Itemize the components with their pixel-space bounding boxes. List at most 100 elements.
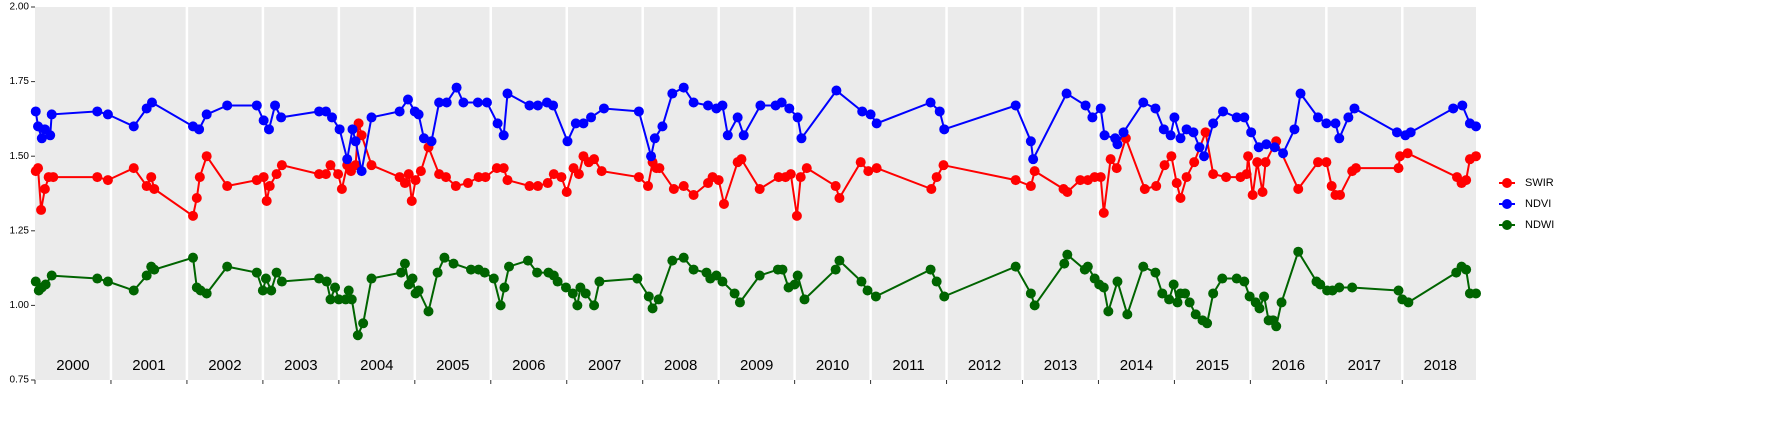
point — [596, 166, 607, 177]
point — [479, 267, 490, 278]
point — [466, 264, 477, 275]
point — [1321, 118, 1332, 129]
point — [1461, 175, 1472, 186]
point — [1349, 103, 1360, 114]
point — [552, 276, 563, 287]
point — [1181, 172, 1192, 183]
point — [407, 273, 418, 284]
point — [736, 154, 747, 165]
point — [1188, 127, 1199, 138]
point — [1393, 163, 1404, 174]
point — [548, 169, 559, 180]
point — [734, 297, 745, 308]
point — [1293, 184, 1304, 195]
point — [643, 181, 654, 192]
point — [792, 112, 803, 123]
point — [870, 291, 881, 302]
point — [1099, 130, 1110, 141]
point — [1112, 276, 1123, 287]
point — [678, 181, 689, 192]
point — [410, 175, 421, 186]
point — [1271, 321, 1282, 332]
point — [149, 184, 160, 195]
point — [647, 303, 658, 314]
point — [46, 109, 57, 120]
point — [1321, 157, 1332, 168]
y-tick-label: 1.00 — [10, 300, 30, 311]
point — [441, 97, 452, 108]
point — [532, 100, 543, 111]
point — [542, 178, 553, 189]
point — [1062, 249, 1073, 260]
point — [271, 169, 282, 180]
point — [567, 288, 578, 299]
point — [1010, 261, 1021, 272]
point — [263, 124, 274, 135]
point — [598, 103, 609, 114]
point — [1208, 118, 1219, 129]
point — [92, 106, 103, 117]
point — [251, 100, 262, 111]
x-tick-label: 2008 — [664, 357, 697, 374]
point — [784, 103, 795, 114]
point — [1312, 112, 1323, 123]
point — [1461, 264, 1472, 275]
x-tick-label: 2004 — [360, 357, 393, 374]
point — [352, 330, 363, 341]
point — [1171, 178, 1182, 189]
point — [857, 106, 868, 117]
point — [1059, 258, 1070, 269]
point — [939, 291, 950, 302]
point — [643, 291, 654, 302]
point — [570, 118, 581, 129]
point — [654, 163, 665, 174]
point — [1315, 279, 1326, 290]
point — [261, 195, 272, 206]
point — [1350, 163, 1361, 174]
point — [1138, 97, 1149, 108]
point — [403, 169, 414, 180]
point — [321, 276, 332, 287]
y-tick-label: 2.00 — [10, 2, 30, 13]
point — [36, 133, 47, 144]
point — [418, 133, 429, 144]
point — [40, 279, 51, 290]
point — [871, 118, 882, 129]
point — [865, 109, 876, 120]
point — [1150, 103, 1161, 114]
point — [1103, 306, 1114, 317]
point — [342, 154, 353, 165]
point — [451, 82, 462, 93]
point — [1028, 154, 1039, 165]
point — [668, 184, 679, 195]
point — [738, 130, 749, 141]
legend-key — [1502, 199, 1512, 209]
x-tick-label: 2006 — [512, 357, 545, 374]
point — [678, 252, 689, 263]
point — [776, 97, 787, 108]
point — [834, 192, 845, 203]
point — [1246, 127, 1257, 138]
point — [939, 124, 950, 135]
point — [356, 166, 367, 177]
point — [1112, 139, 1123, 150]
point — [488, 273, 499, 284]
point — [657, 121, 668, 132]
point — [1276, 297, 1287, 308]
point — [532, 181, 543, 192]
point — [646, 151, 657, 162]
point — [931, 276, 942, 287]
point — [1395, 151, 1406, 162]
point — [1254, 303, 1265, 314]
point — [562, 136, 573, 147]
x-tick-label: 2000 — [56, 357, 89, 374]
point — [1194, 142, 1205, 153]
point — [855, 157, 866, 168]
point — [473, 172, 484, 183]
x-tick-label: 2011 — [892, 357, 924, 374]
point — [633, 106, 644, 117]
point — [789, 279, 800, 290]
point — [491, 163, 502, 174]
point — [472, 97, 483, 108]
x-tick-label: 2001 — [132, 357, 165, 374]
